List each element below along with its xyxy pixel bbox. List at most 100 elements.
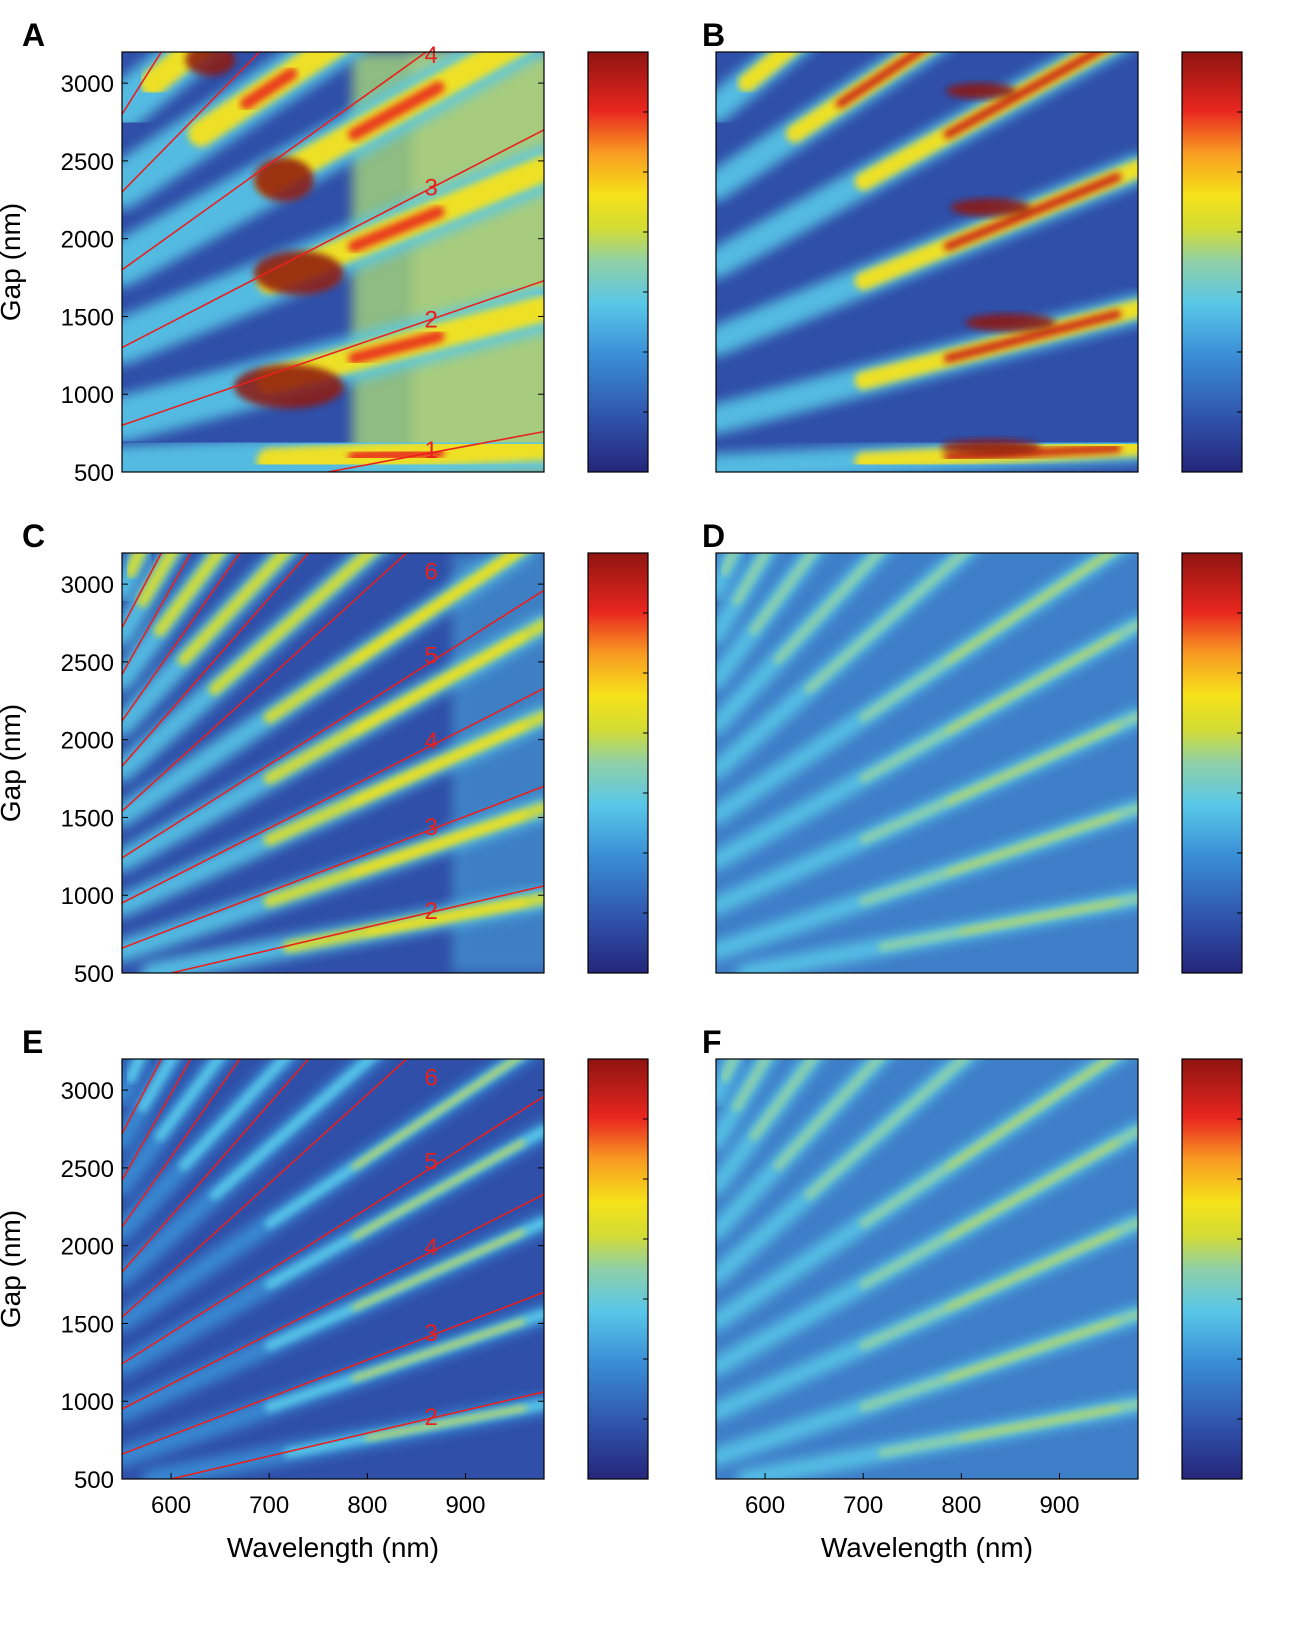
y-tick-label: 2500 <box>61 650 114 677</box>
order-line-1 <box>327 430 544 472</box>
heatmap-band-peak <box>348 330 445 365</box>
y-axis-title: Gap (nm) <box>0 704 26 822</box>
colorbar <box>587 552 649 974</box>
heatmap-band-core <box>737 52 800 92</box>
colorbar <box>1181 1058 1243 1480</box>
order-line-4 <box>122 687 544 904</box>
heatmap-band-core <box>137 1059 178 1113</box>
colorbar <box>587 1058 649 1480</box>
heatmap-band-peak <box>351 633 526 734</box>
heatmap-band-peak <box>352 1319 525 1381</box>
heatmap-peak <box>945 82 1016 99</box>
heatmap-band-peak <box>943 52 1106 139</box>
heatmap-band-core <box>125 1059 145 1083</box>
heatmap-band-peak <box>959 900 1120 934</box>
order-line-high-5 <box>122 52 162 115</box>
order-line-high-7 <box>122 553 192 675</box>
order-label: 5 <box>424 643 437 670</box>
order-label: 4 <box>424 1234 437 1261</box>
heatmap-band-peak <box>348 205 445 253</box>
panel-e: 2 3 4 5 6 500 1000 1500 2000 2500 3000 600 700 800 900… <box>0 1024 649 1563</box>
heatmap-band-peak <box>348 81 445 141</box>
heatmap-band-peak <box>946 634 1119 733</box>
y-tick-label: 2000 <box>61 227 114 254</box>
order-line-high-4 <box>122 52 260 193</box>
x-tick-label: 900 <box>1039 1492 1079 1519</box>
order-line-high-8 <box>122 1059 163 1135</box>
y-tick-label: 2000 <box>61 1234 114 1261</box>
y-axis-title: Gap (nm) <box>0 1210 26 1328</box>
order-label: 6 <box>424 559 437 586</box>
panel-letter: B <box>702 17 725 53</box>
x-tick-label: 600 <box>151 1492 191 1519</box>
heatmap-band-core <box>732 553 771 606</box>
order-line-6 <box>122 553 408 812</box>
order-line-3 <box>122 1291 544 1455</box>
heatmap-band-peak <box>351 812 526 876</box>
heatmap-band-core <box>732 1059 771 1112</box>
order-line-3 <box>122 785 544 949</box>
plot-frame <box>121 552 545 974</box>
y-tick-label: 3000 <box>61 71 114 98</box>
plot-frame <box>121 51 545 473</box>
x-axis-title: Wavelength (nm) <box>227 1532 439 1563</box>
plot-frame <box>121 1058 545 1480</box>
order-label: 2 <box>424 898 437 925</box>
heatmap-band-core <box>749 553 818 635</box>
heatmap-peak <box>253 157 314 202</box>
x-axis-title: Wavelength (nm) <box>821 1532 1033 1563</box>
heatmap-band-peak <box>946 553 1113 663</box>
y-tick-label: 2500 <box>61 1156 114 1183</box>
order-line-2 <box>170 885 544 973</box>
panel-letter: E <box>22 1024 43 1060</box>
heatmap-a <box>122 52 544 472</box>
panel-letter: C <box>22 518 45 554</box>
heatmap-peak <box>253 250 344 295</box>
panel-a: 1 2 3 4 500 1000 1500 2000 2500 3000 Gap (nm) A <box>0 17 649 487</box>
y-tick-label: 1500 <box>61 1311 114 1338</box>
order-line-high-5 <box>122 1059 310 1273</box>
heatmap-band-peak <box>946 1319 1119 1381</box>
heatmap-band-core <box>136 553 179 608</box>
heatmap-band-core <box>139 52 212 96</box>
heatmap-band-peak <box>946 1059 1113 1169</box>
order-label: 1 <box>424 437 437 464</box>
y-tick-label: 1000 <box>61 883 114 910</box>
y-tick-label: 2000 <box>61 728 114 755</box>
heatmap-band-peak <box>946 1140 1119 1239</box>
heatmap-band-peak <box>240 67 298 110</box>
heatmap-band-core <box>177 553 293 666</box>
y-tick-label: 1500 <box>61 805 114 832</box>
heatmap-band-core <box>178 1059 291 1171</box>
order-line-5 <box>122 589 544 859</box>
heatmap-peak <box>233 364 344 409</box>
order-line-high-7 <box>122 1059 192 1181</box>
order-label: 5 <box>424 1149 437 1176</box>
colorbar <box>1181 51 1243 473</box>
order-label: 4 <box>424 42 437 69</box>
plot-frame <box>715 51 1139 473</box>
order-label: 3 <box>424 1320 437 1347</box>
order-line-6 <box>122 1059 408 1318</box>
heatmap-band-core <box>773 553 885 665</box>
heatmap-band-peak <box>352 1229 525 1310</box>
heatmap-band-core <box>209 1059 377 1201</box>
order-line-3 <box>122 129 544 349</box>
heatmap-band-peak <box>946 813 1119 875</box>
x-tick-label: 800 <box>941 1492 981 1519</box>
heatmap-band-core <box>153 553 226 637</box>
heatmap-d <box>716 553 1138 973</box>
heatmap-band-peak <box>365 1406 527 1440</box>
order-line-high-5 <box>122 553 310 767</box>
order-line-high-6 <box>122 553 241 722</box>
order-line-4 <box>122 52 427 271</box>
order-line-2 <box>122 279 544 427</box>
panel-d: D <box>702 518 1243 974</box>
x-tick-label: 600 <box>745 1492 785 1519</box>
heatmap-band-peak <box>959 1406 1120 1440</box>
order-label: 4 <box>424 728 437 755</box>
heatmap-band-peak <box>352 1059 520 1170</box>
plot-frame <box>715 552 1139 974</box>
